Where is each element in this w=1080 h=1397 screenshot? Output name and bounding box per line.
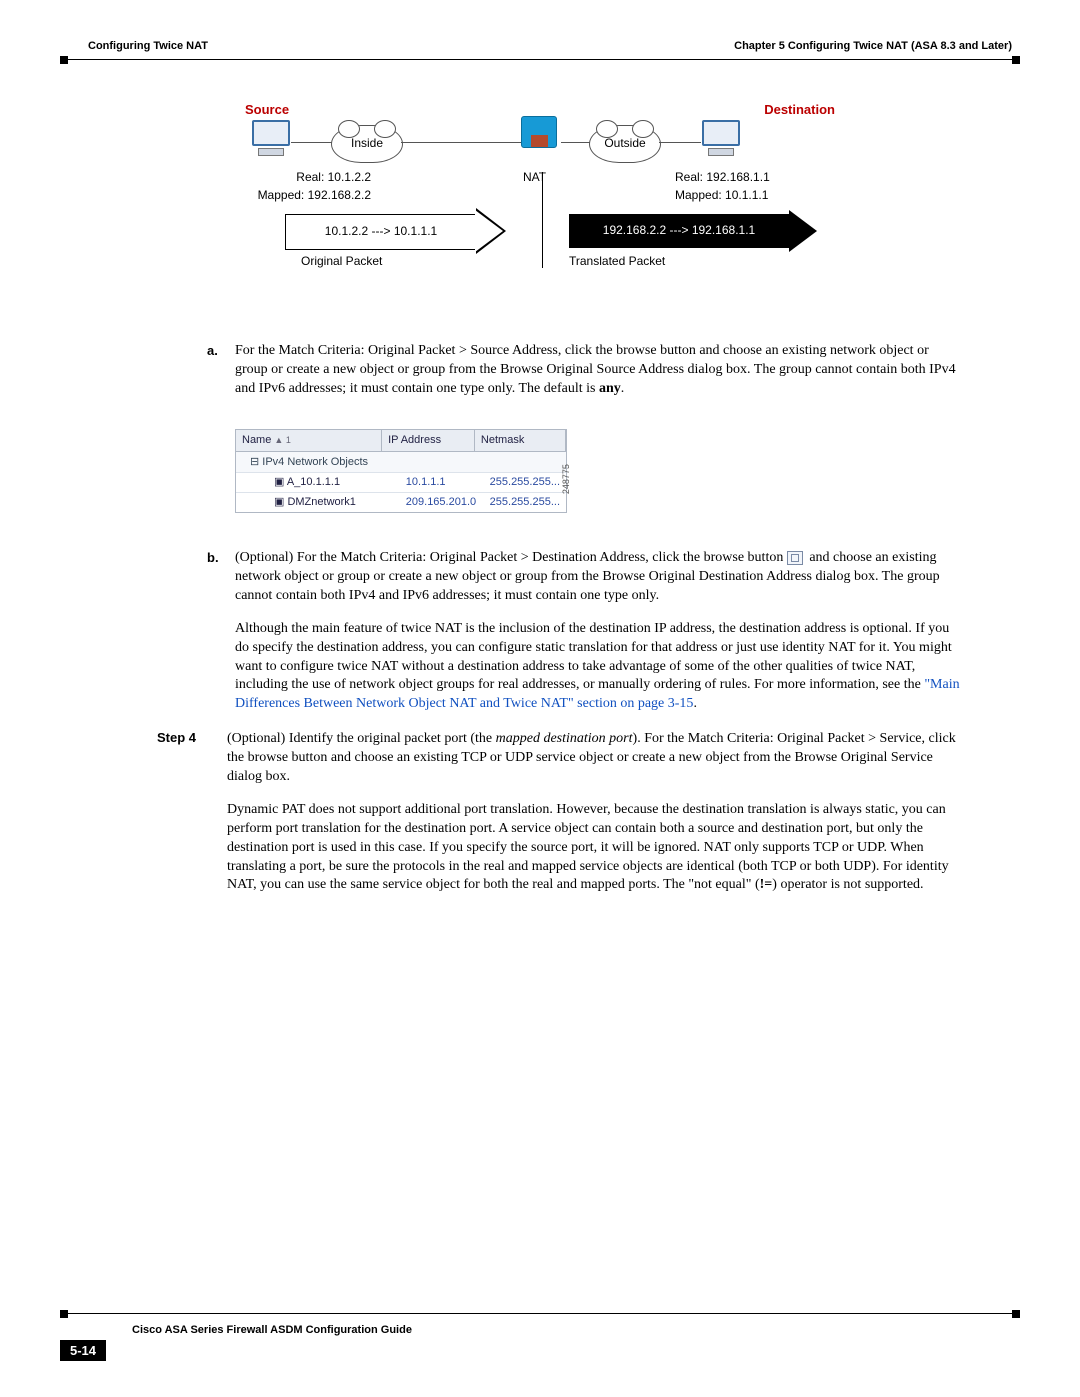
outside-cloud-icon: Outside [589,125,661,163]
source-real-ip: Real: 10.1.2.2 [191,170,371,184]
source-mapped-ip: Mapped: 192.168.2.2 [191,188,371,202]
list-item-a: a. For the Match Criteria: Original Pack… [207,342,960,533]
diagram-divider [542,172,543,268]
paragraph: Dynamic PAT does not support additional … [227,801,960,895]
bold-operator: != [760,877,773,892]
table-header-row: Name ▲ 1 IP Address Netmask [236,430,566,451]
table-category-row: ⊟ IPv4 Network Objects [236,451,566,473]
sort-indicator-icon: ▲ 1 [274,435,290,445]
col-name: Name [242,434,271,446]
step-label: Step 4 [157,730,227,909]
inside-label: Inside [351,136,383,150]
header-square-right [1012,56,1020,64]
table-row: ▣ DMZnetwork1 209.165.201.0 255.255.255.… [236,492,566,512]
browse-icon [787,551,803,565]
header-square-left [60,56,68,64]
running-header: Configuring Twice NAT Chapter 5 Configur… [60,40,1020,52]
list-marker: a. [207,342,218,360]
page-footer: Cisco ASA Series Firewall ASDM Configura… [60,1310,1020,1361]
paragraph: For the Match Criteria: Original Packet … [235,342,960,399]
translated-packet-arrow: 192.168.2.2 ---> 192.168.1.1 [569,214,789,248]
header-section: Configuring Twice NAT [88,40,208,52]
diagram-destination-label: Destination [764,102,835,117]
body-text: a. For the Match Criteria: Original Pack… [207,342,960,714]
footer-rule [60,1310,1020,1318]
destination-host-icon [701,120,741,160]
step-body: (Optional) Identify the original packet … [227,730,960,909]
col-netmask: Netmask [475,430,566,451]
asa-device-icon [521,116,561,156]
header-rule [60,56,1020,64]
connector-line [291,142,333,143]
col-ip: IP Address [382,430,475,451]
lettered-list: a. For the Match Criteria: Original Pack… [207,342,960,714]
nat-diagram: Source Destination Inside Outside Real: … [245,102,835,312]
paragraph: (Optional) Identify the original packet … [227,730,960,787]
outside-label: Outside [604,136,645,150]
arrow-tip-icon [475,210,503,252]
italic-term: mapped destination port [496,731,633,746]
paragraph: Although the main feature of twice NAT i… [235,620,960,714]
inside-cloud-icon: Inside [331,125,403,163]
header-line [60,59,1020,60]
header-chapter: Chapter 5 Configuring Twice NAT (ASA 8.3… [734,40,1012,52]
list-item-b: b. (Optional) For the Match Criteria: Or… [207,549,960,714]
destination-real-ip: Real: 192.168.1.1 [675,170,770,184]
footer-square-left [60,1310,68,1318]
diagram-source-label: Source [245,102,289,117]
translated-packet-label: Translated Packet [569,254,665,268]
page: Configuring Twice NAT Chapter 5 Configur… [0,0,1080,1397]
connector-line [659,142,701,143]
footer-line [60,1313,1020,1314]
page-number: 5-14 [60,1340,106,1361]
paragraph: (Optional) For the Match Criteria: Origi… [235,549,960,606]
arrow-tip-icon [789,210,817,252]
original-packet-label: Original Packet [301,254,382,268]
original-packet-arrow: 10.1.2.2 ---> 10.1.1.1 [285,214,477,250]
connector-line [401,142,521,143]
table-row: ▣ A_10.1.1.1 10.1.1.1 255.255.255... [236,472,566,492]
footer-square-right [1012,1310,1020,1318]
network-objects-table: Name ▲ 1 IP Address Netmask ⊟ IPv4 Netwo… [235,429,567,513]
figure-code: 248775 [560,464,572,494]
destination-mapped-ip: Mapped: 10.1.1.1 [675,188,768,202]
bold-any: any [599,381,621,396]
source-host-icon [251,120,291,160]
step-4-block: Step 4 (Optional) Identify the original … [157,730,1020,909]
connector-line [561,142,591,143]
footer-guide-title: Cisco ASA Series Firewall ASDM Configura… [132,1324,1020,1336]
list-marker: b. [207,549,219,567]
